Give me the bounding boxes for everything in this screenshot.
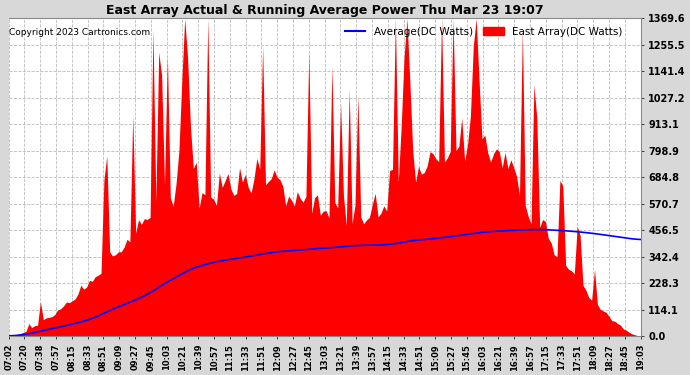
Legend: Average(DC Watts), East Array(DC Watts): Average(DC Watts), East Array(DC Watts) bbox=[344, 27, 623, 37]
Title: East Array Actual & Running Average Power Thu Mar 23 19:07: East Array Actual & Running Average Powe… bbox=[106, 4, 544, 17]
Text: Copyright 2023 Cartronics.com: Copyright 2023 Cartronics.com bbox=[9, 28, 150, 37]
